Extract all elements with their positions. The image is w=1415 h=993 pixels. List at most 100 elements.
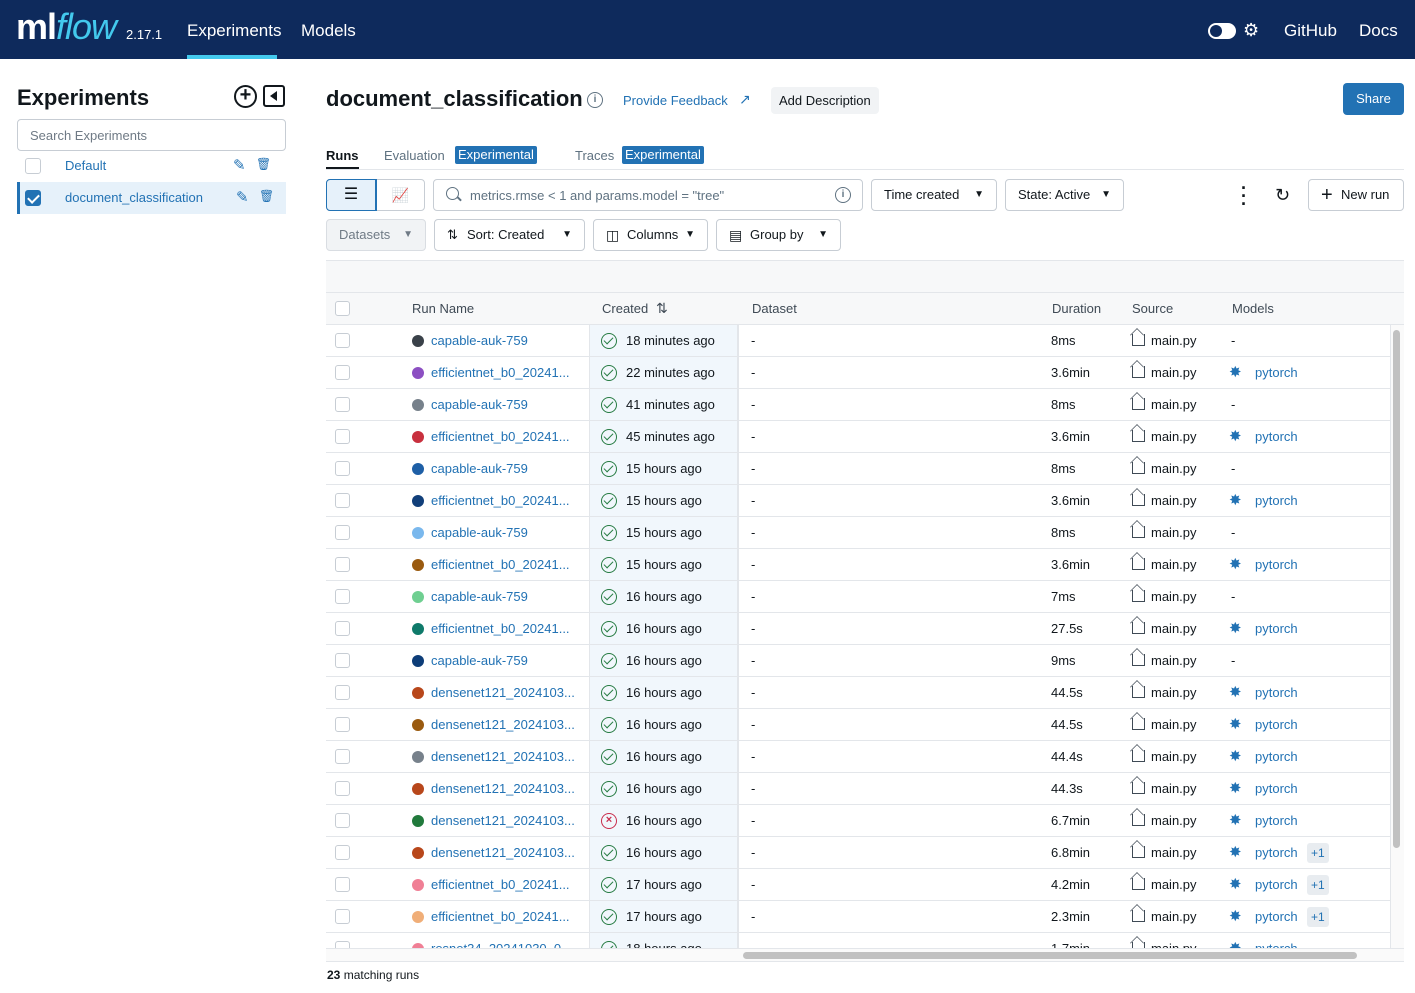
run-color-dot[interactable] bbox=[412, 655, 424, 667]
source-link[interactable]: main.py bbox=[1151, 429, 1197, 444]
source-link[interactable]: main.py bbox=[1151, 365, 1197, 380]
row-checkbox[interactable] bbox=[335, 717, 350, 732]
table-row[interactable]: densenet121_2024103... 16 hours ago - 44.5s… bbox=[326, 709, 1390, 741]
model-link[interactable]: pytorch bbox=[1255, 557, 1298, 572]
model-link[interactable]: pytorch bbox=[1255, 749, 1298, 764]
source-link[interactable]: main.py bbox=[1151, 813, 1197, 828]
group-by-dropdown[interactable]: ▤ Group by ▼ bbox=[716, 219, 841, 251]
dark-mode-toggle[interactable] bbox=[1208, 23, 1236, 39]
provide-feedback-link[interactable]: Provide Feedback bbox=[623, 93, 728, 108]
run-name-link[interactable]: capable-auk-759 bbox=[431, 461, 528, 476]
table-row[interactable]: capable-auk-759 15 hours ago - 8ms main.py - bbox=[326, 517, 1390, 549]
run-color-dot[interactable] bbox=[412, 847, 424, 859]
more-models-badge[interactable]: +1 bbox=[1307, 875, 1329, 895]
run-name-link[interactable]: capable-auk-759 bbox=[431, 525, 528, 540]
column-header-dataset[interactable]: Dataset bbox=[752, 301, 797, 316]
table-row[interactable]: densenet121_2024103... 16 hours ago - 44.4s… bbox=[326, 741, 1390, 773]
row-checkbox[interactable] bbox=[335, 909, 350, 924]
columns-dropdown[interactable]: ◫ Columns ▼ bbox=[593, 219, 708, 251]
column-header-models[interactable]: Models bbox=[1232, 301, 1274, 316]
info-icon[interactable]: i bbox=[587, 92, 603, 108]
column-header-duration[interactable]: Duration bbox=[1052, 301, 1102, 316]
model-link[interactable]: pytorch bbox=[1255, 365, 1298, 380]
add-description-button[interactable]: Add Description bbox=[771, 87, 879, 114]
run-name-link[interactable]: densenet121_2024103... bbox=[431, 685, 575, 700]
run-name-link[interactable]: efficientnet_b0_20241... bbox=[431, 493, 570, 508]
run-color-dot[interactable] bbox=[412, 943, 424, 948]
pencil-icon[interactable]: ✎ bbox=[236, 189, 249, 206]
run-color-dot[interactable] bbox=[412, 911, 424, 923]
gear-icon[interactable]: ⚙ bbox=[1243, 20, 1260, 40]
chart-view-icon[interactable]: 📈 bbox=[391, 187, 410, 203]
run-name-link[interactable]: efficientnet_b0_20241... bbox=[431, 909, 570, 924]
table-row[interactable]: densenet121_2024103... 16 hours ago - 44.3s… bbox=[326, 773, 1390, 805]
model-link[interactable]: pytorch bbox=[1255, 429, 1298, 444]
column-header-created[interactable]: Created bbox=[602, 301, 649, 316]
run-name-link[interactable]: capable-auk-759 bbox=[431, 589, 528, 604]
search-experiments-input[interactable] bbox=[17, 119, 286, 151]
table-row[interactable]: densenet121_2024103... 16 hours ago - 44.5s… bbox=[326, 677, 1390, 709]
source-link[interactable]: main.py bbox=[1151, 781, 1197, 796]
run-name-link[interactable]: efficientnet_b0_20241... bbox=[431, 621, 570, 636]
more-models-badge[interactable]: +1 bbox=[1307, 907, 1329, 927]
table-row[interactable]: capable-auk-759 41 minutes ago - 8ms main.py… bbox=[326, 389, 1390, 421]
run-name-link[interactable]: densenet121_2024103... bbox=[431, 813, 575, 828]
source-link[interactable]: main.py bbox=[1151, 877, 1197, 892]
source-link[interactable]: main.py bbox=[1151, 525, 1197, 540]
run-name-link[interactable]: densenet121_2024103... bbox=[431, 845, 575, 860]
run-name-link[interactable]: efficientnet_b0_20241... bbox=[431, 429, 570, 444]
run-color-dot[interactable] bbox=[412, 495, 424, 507]
mlflow-logo[interactable]: mlflow bbox=[16, 6, 117, 47]
row-checkbox[interactable] bbox=[335, 749, 350, 764]
table-row[interactable]: efficientnet_b0_20241... 22 minutes ago - 3… bbox=[326, 357, 1390, 389]
select-all-checkbox[interactable] bbox=[335, 301, 350, 316]
table-row[interactable]: efficientnet_b0_20241... 17 hours ago - 4.2… bbox=[326, 869, 1390, 901]
run-color-dot[interactable] bbox=[412, 431, 424, 443]
collapse-sidebar-icon[interactable] bbox=[263, 85, 285, 107]
table-row[interactable]: densenet121_2024103... 16 hours ago - 6.8mi… bbox=[326, 837, 1390, 869]
run-color-dot[interactable] bbox=[412, 335, 424, 347]
row-checkbox[interactable] bbox=[335, 365, 350, 380]
table-row[interactable]: capable-auk-759 15 hours ago - 8ms main.py - bbox=[326, 453, 1390, 485]
run-name-link[interactable]: efficientnet_b0_20241... bbox=[431, 877, 570, 892]
sort-dropdown[interactable]: ⇅ Sort: Created ▼ bbox=[434, 219, 585, 251]
table-row[interactable]: efficientnet_b0_20241... 16 hours ago - 27.… bbox=[326, 613, 1390, 645]
run-name-link[interactable]: densenet121_2024103... bbox=[431, 781, 575, 796]
run-name-link[interactable]: densenet121_2024103... bbox=[431, 749, 575, 764]
model-link[interactable]: pytorch bbox=[1255, 813, 1298, 828]
source-link[interactable]: main.py bbox=[1151, 333, 1197, 348]
source-link[interactable]: main.py bbox=[1151, 717, 1197, 732]
source-link[interactable]: main.py bbox=[1151, 941, 1197, 948]
external-link-icon[interactable]: ↗ bbox=[739, 91, 751, 107]
run-color-dot[interactable] bbox=[412, 815, 424, 827]
experiment-name[interactable]: Default bbox=[65, 158, 107, 173]
nav-docs[interactable]: Docs bbox=[1359, 21, 1398, 40]
row-checkbox[interactable] bbox=[335, 429, 350, 444]
model-link[interactable]: pytorch bbox=[1255, 941, 1298, 948]
table-row[interactable]: efficientnet_b0_20241... 15 hours ago - 3.6… bbox=[326, 485, 1390, 517]
nav-github[interactable]: GitHub bbox=[1284, 21, 1337, 40]
column-header-source[interactable]: Source bbox=[1132, 301, 1174, 316]
share-button[interactable]: Share bbox=[1343, 83, 1404, 115]
row-checkbox[interactable] bbox=[335, 877, 350, 892]
nav-experiments[interactable]: Experiments bbox=[187, 21, 282, 40]
sidebar-item-default[interactable]: Default ✎ 🗑 bbox=[17, 150, 286, 182]
run-color-dot[interactable] bbox=[412, 687, 424, 699]
table-row[interactable]: capable-auk-759 16 hours ago - 9ms main.py - bbox=[326, 645, 1390, 677]
row-checkbox[interactable] bbox=[335, 461, 350, 476]
row-checkbox[interactable] bbox=[335, 845, 350, 860]
vertical-scrollbar-thumb[interactable] bbox=[1393, 330, 1400, 848]
run-name-link[interactable]: efficientnet_b0_20241... bbox=[431, 365, 570, 380]
row-checkbox[interactable] bbox=[335, 525, 350, 540]
table-row[interactable]: capable-auk-759 18 minutes ago - 8ms main.py… bbox=[326, 325, 1390, 357]
run-color-dot[interactable] bbox=[412, 623, 424, 635]
table-row[interactable]: efficientnet_b0_20241... 17 hours ago - 2.3… bbox=[326, 901, 1390, 933]
run-color-dot[interactable] bbox=[412, 719, 424, 731]
row-checkbox[interactable] bbox=[335, 781, 350, 796]
horizontal-scrollbar-thumb[interactable] bbox=[743, 952, 1357, 959]
info-icon[interactable]: i bbox=[835, 187, 851, 203]
table-row[interactable]: efficientnet_b0_20241... 15 hours ago - 3.6… bbox=[326, 549, 1390, 581]
source-link[interactable]: main.py bbox=[1151, 653, 1197, 668]
row-checkbox[interactable] bbox=[335, 941, 350, 948]
state-dropdown[interactable]: State: Active ▼ bbox=[1005, 179, 1124, 211]
